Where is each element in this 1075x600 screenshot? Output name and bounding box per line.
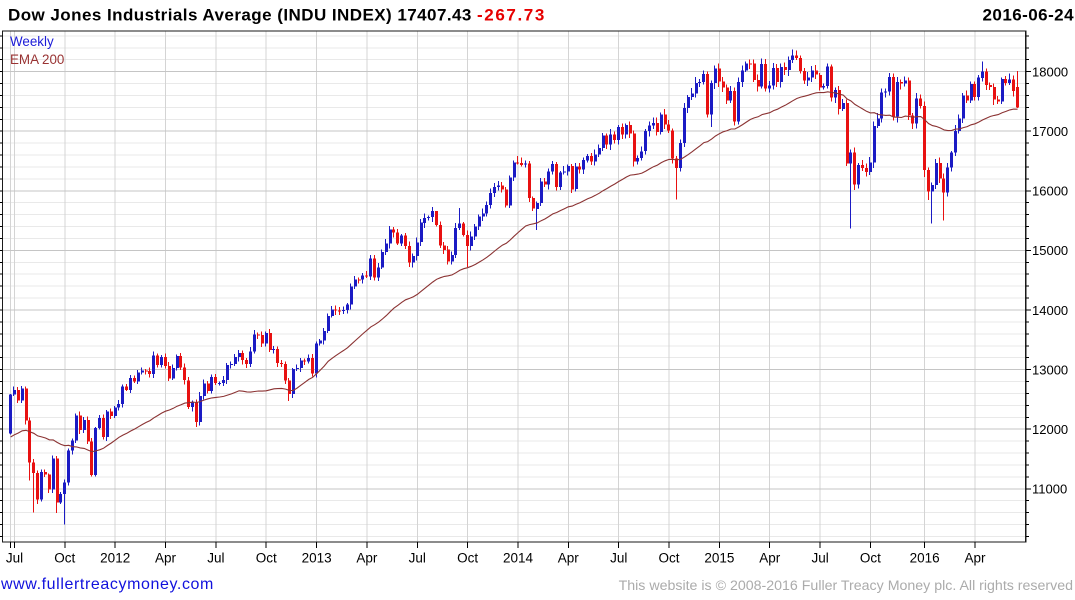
svg-text:Weekly: Weekly	[10, 34, 54, 49]
svg-text:www.fullertreacymoney.com: www.fullertreacymoney.com	[0, 576, 214, 593]
svg-text:Dow Jones Industrials Average: Dow Jones Industrials Average (INDU INDE…	[8, 6, 546, 25]
svg-text:Oct: Oct	[658, 551, 679, 566]
svg-text:Oct: Oct	[256, 551, 277, 566]
svg-text:15000: 15000	[1032, 243, 1068, 258]
svg-text:2012: 2012	[100, 551, 130, 566]
svg-text:16000: 16000	[1032, 184, 1068, 199]
svg-text:This website is © 2008-2016 Fu: This website is © 2008-2016 Fuller Treac…	[619, 578, 1073, 594]
svg-text:Oct: Oct	[860, 551, 881, 566]
svg-text:Apr: Apr	[759, 551, 781, 566]
svg-text:Jul: Jul	[409, 551, 426, 566]
svg-text:12000: 12000	[1032, 422, 1068, 437]
svg-text:Apr: Apr	[964, 551, 986, 566]
svg-text:Oct: Oct	[457, 551, 478, 566]
svg-text:Apr: Apr	[558, 551, 580, 566]
svg-text:Jul: Jul	[6, 551, 23, 566]
svg-text:Jul: Jul	[811, 551, 828, 566]
svg-text:11000: 11000	[1032, 482, 1067, 497]
svg-text:Jul: Jul	[207, 551, 224, 566]
svg-text:EMA 200: EMA 200	[10, 52, 64, 67]
svg-text:2016-06-24: 2016-06-24	[983, 6, 1075, 25]
svg-text:Jul: Jul	[610, 551, 627, 566]
svg-text:17000: 17000	[1032, 124, 1068, 139]
svg-text:Oct: Oct	[54, 551, 75, 566]
svg-text:Apr: Apr	[155, 551, 177, 566]
svg-text:13000: 13000	[1032, 362, 1068, 377]
svg-text:14000: 14000	[1032, 303, 1068, 318]
svg-text:2013: 2013	[302, 551, 332, 566]
svg-text:2016: 2016	[910, 551, 940, 566]
svg-text:Apr: Apr	[356, 551, 378, 566]
svg-text:18000: 18000	[1032, 64, 1068, 79]
svg-text:2014: 2014	[503, 551, 534, 566]
svg-text:2015: 2015	[704, 551, 734, 566]
